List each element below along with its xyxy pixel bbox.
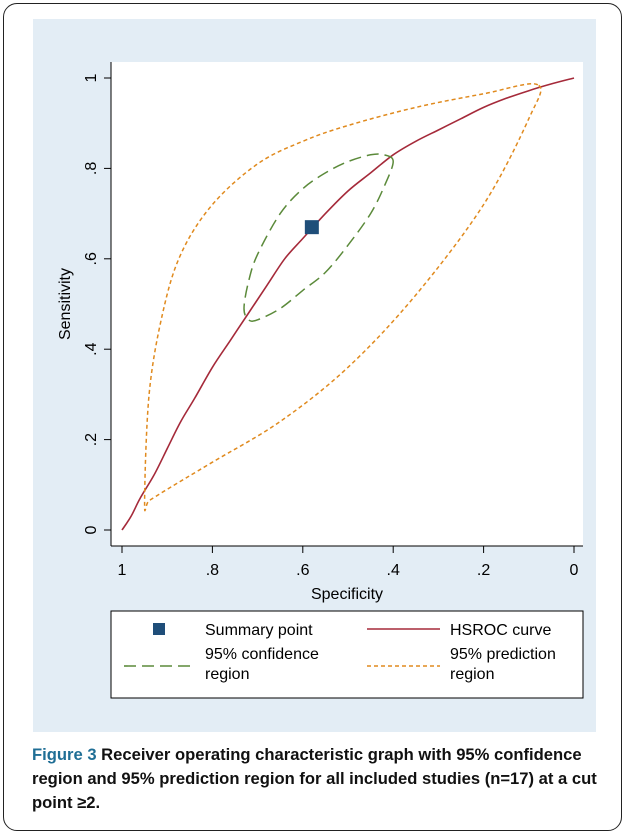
legend-prediction-label-2: region xyxy=(450,666,494,683)
x-tick-label: 1 xyxy=(118,562,127,579)
legend-confidence-label-1: 95% confidence xyxy=(205,646,319,663)
figure-caption: Figure 3 Receiver operating characterist… xyxy=(32,743,607,815)
x-axis-label: Specificity xyxy=(311,586,383,603)
legend-box xyxy=(110,610,584,699)
legend-hsroc-label: HSROC curve xyxy=(450,622,551,639)
y-tick-label: 1 xyxy=(83,73,100,82)
figure-frame xyxy=(3,3,622,831)
x-tick-label: .8 xyxy=(206,562,219,579)
y-tick-label: .4 xyxy=(83,342,100,355)
y-tick-label: 0 xyxy=(83,525,100,534)
legend-summary-point-label: Summary point xyxy=(205,622,313,639)
x-tick-label: .4 xyxy=(387,562,400,579)
plot-area xyxy=(111,62,583,546)
hsroc-curve xyxy=(121,77,575,531)
y-tick-label: .8 xyxy=(83,162,100,175)
x-tick-label: .6 xyxy=(296,562,309,579)
summary-point-marker xyxy=(304,220,319,235)
y-tick-label: .6 xyxy=(83,252,100,265)
figure-caption-text: Receiver operating characteristic graph … xyxy=(32,745,597,812)
roc-chart: 1 .8 .6 .4 .2 0 0 .2 .4 .6 .8 1 Specificity Sensitivi… xyxy=(57,62,584,699)
legend-summary-point-icon xyxy=(153,623,165,635)
x-tick-label: .2 xyxy=(477,562,490,579)
figure-label: Figure 3 xyxy=(32,745,97,764)
y-axis-label: Sensitivity xyxy=(57,268,74,340)
x-tick-label: 0 xyxy=(570,562,579,579)
y-tick-label: .2 xyxy=(83,433,100,446)
legend-prediction-label-1: 95% prediction xyxy=(450,646,556,663)
confidence-region-ellipse xyxy=(243,153,394,322)
legend-confidence-label-2: region xyxy=(205,666,249,683)
prediction-region-contour xyxy=(143,83,542,512)
